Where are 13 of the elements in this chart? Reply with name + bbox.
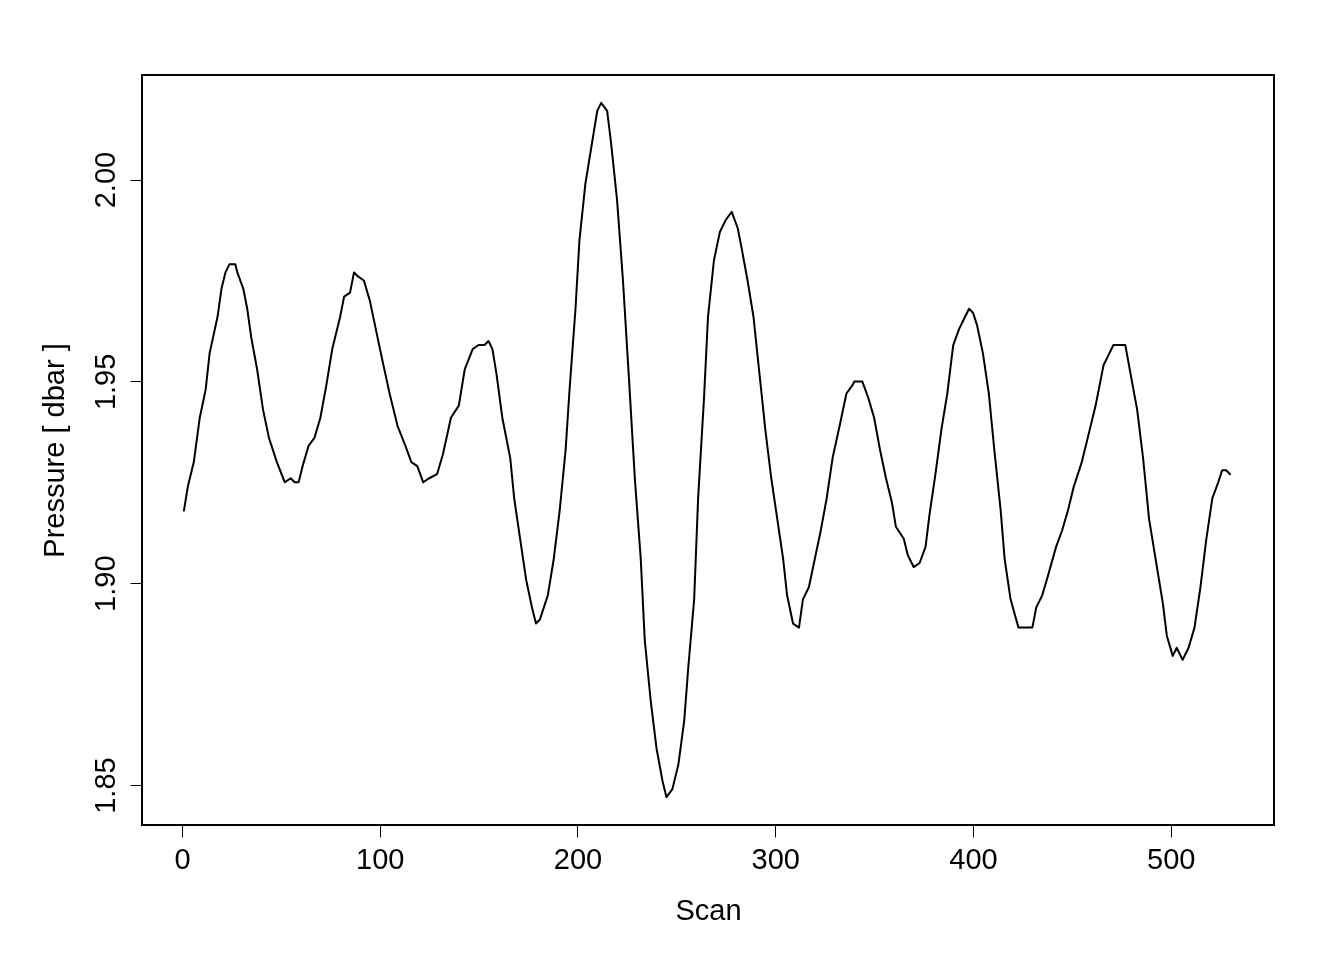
y-tick-label: 1.85	[88, 757, 121, 814]
x-tick-label: 300	[751, 842, 800, 875]
x-tick-label: 100	[356, 842, 405, 875]
y-tick-label: 2.00	[88, 151, 121, 209]
y-axis-title: Pressure [ dbar ]	[37, 343, 70, 558]
y-tick-label: 1.95	[88, 353, 121, 411]
x-tick-label: 500	[1147, 842, 1196, 875]
x-axis-title: Scan	[675, 893, 742, 926]
x-tick-label: 200	[553, 842, 603, 875]
x-tick-label: 400	[949, 842, 998, 875]
y-tick-label: 1.90	[88, 555, 121, 612]
x-tick-label: 0	[174, 842, 191, 875]
line-series	[182, 101, 1232, 799]
